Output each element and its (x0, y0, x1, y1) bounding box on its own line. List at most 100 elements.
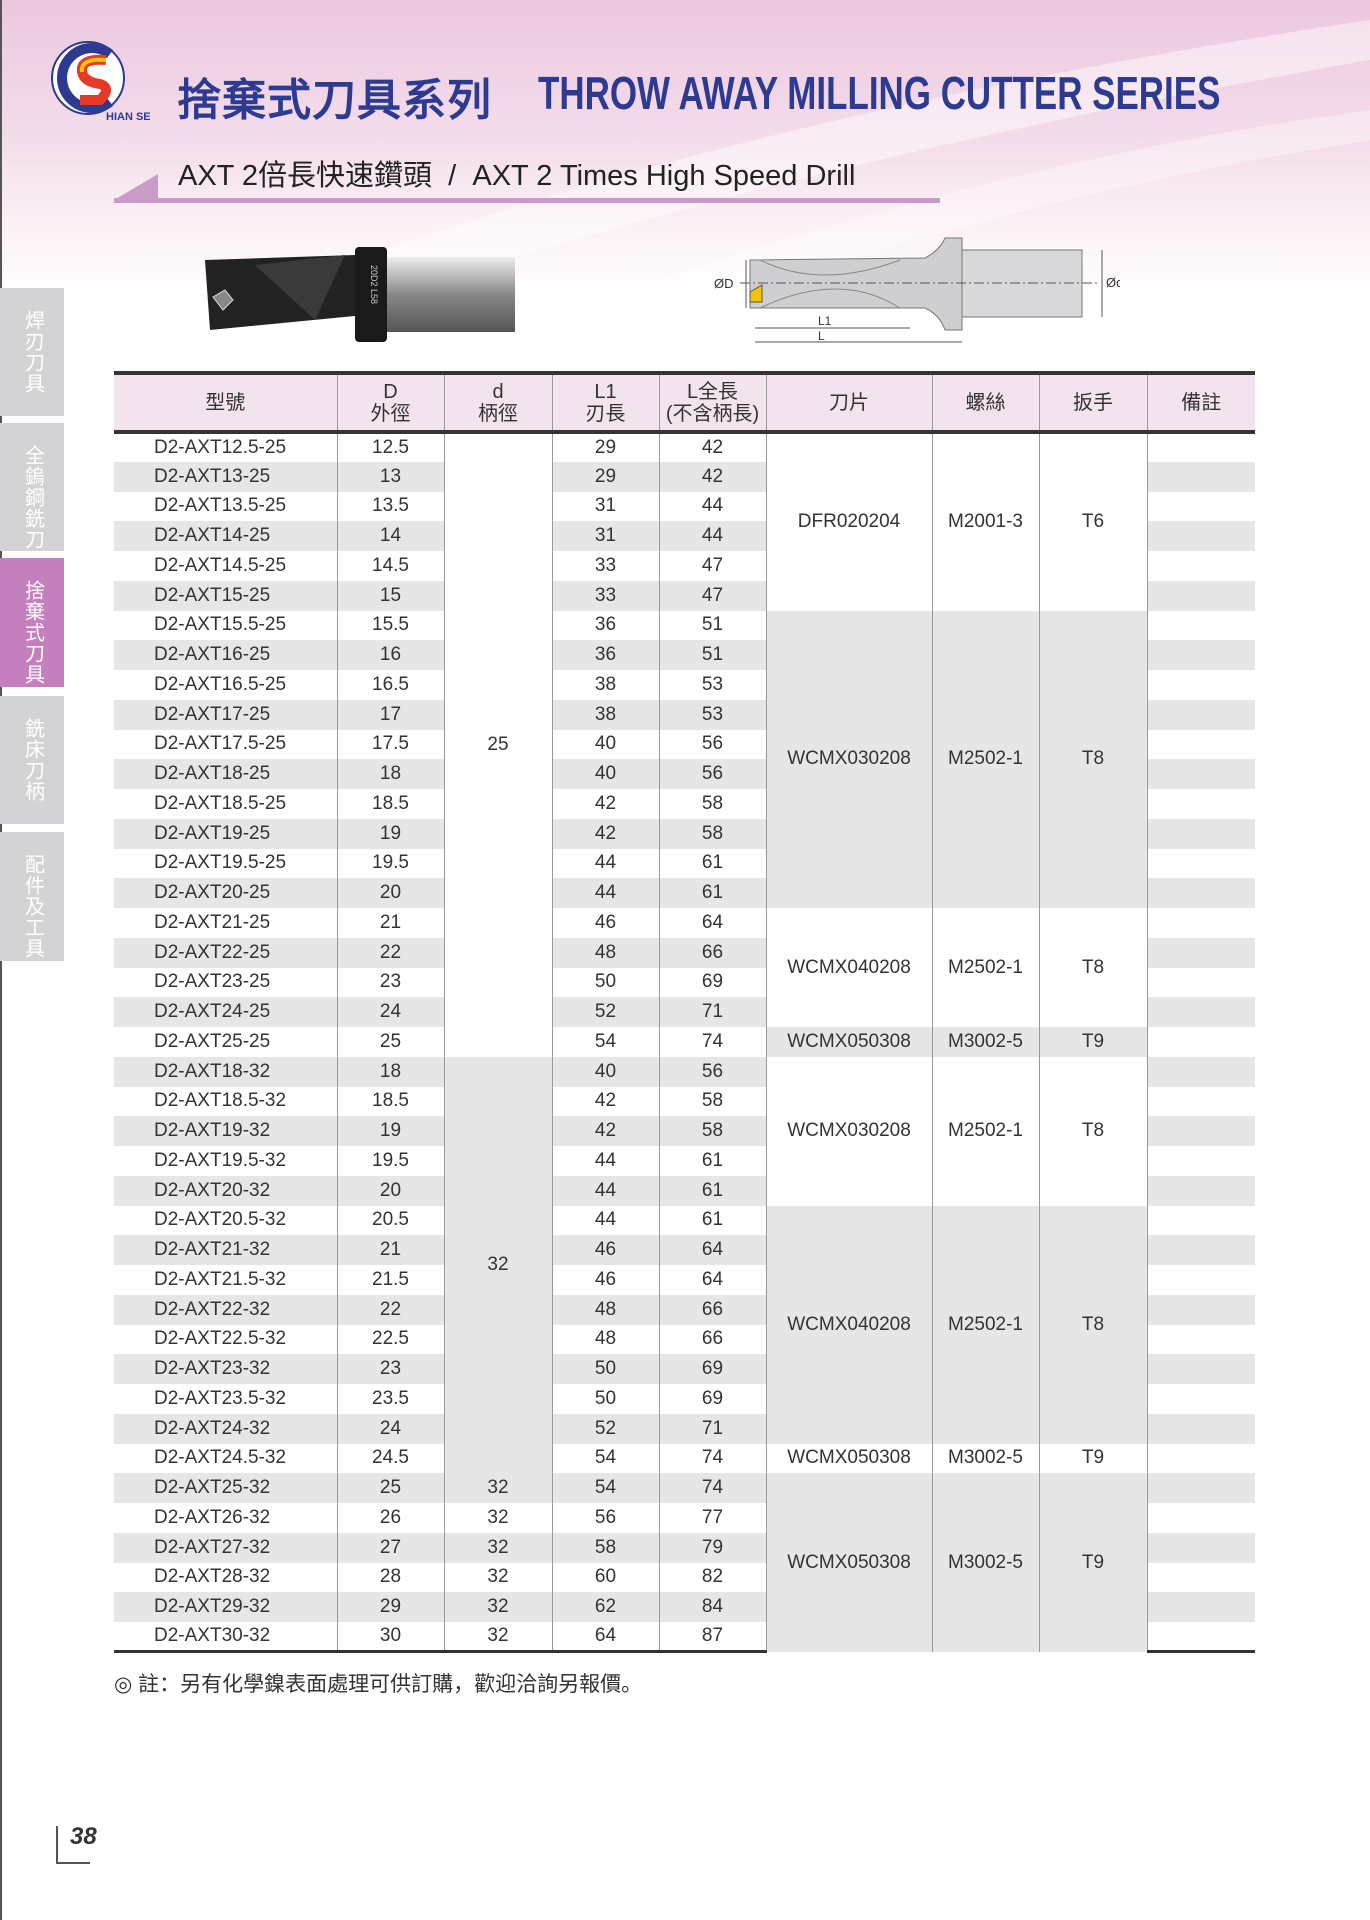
remarks-cell (1146, 729, 1255, 760)
l-cell: 69 (658, 1384, 766, 1414)
l1-cell: 56 (551, 1503, 659, 1533)
sidebar-item-throw-away-tools[interactable]: 捨棄式刀具 (0, 558, 64, 687)
table-row: D2-AXT16-25 16 36 51 (114, 640, 1255, 670)
table-row: D2-AXT18.5-25 18.5 42 58 (114, 789, 1255, 819)
d-outer-cell: 27 (336, 1532, 444, 1563)
l1-cell: 58 (551, 1532, 659, 1563)
subtitle-accent (114, 174, 158, 200)
header-text: 柄徑 (478, 402, 518, 425)
model-cell: D2-AXT24.5-32 (154, 1447, 287, 1469)
model-cell: D2-AXT18-25 (114, 759, 337, 789)
l1-cell: 54 (551, 1027, 659, 1057)
header-background (0, 0, 1370, 300)
table-row: D2-AXT22-32 22 48 66 (114, 1294, 1255, 1325)
wrench-cell: T6 (1038, 432, 1147, 611)
wrench-cell: T8 (1038, 1056, 1147, 1206)
model-cell: D2-AXT28-32 (154, 1566, 271, 1588)
remarks-cell (1146, 818, 1255, 849)
l1-cell: 54 (551, 1443, 659, 1474)
l-cell: 64 (658, 1265, 766, 1295)
remarks-cell (1146, 878, 1255, 908)
insert-cell: WCMX050308 (765, 1443, 932, 1474)
l1-cell: 52 (551, 997, 659, 1027)
table-row: D2-AXT19.5-25 19.5 44 61 (114, 848, 1255, 879)
remarks-cell (1146, 1354, 1255, 1384)
sidebar-item-carbide-end-mills[interactable]: 全鎢鋼銑刀 (0, 423, 64, 551)
l-cell: 79 (658, 1532, 766, 1563)
shank-cell: 32 (443, 1562, 552, 1593)
d-outer-cell: 21 (336, 908, 444, 938)
model-cell: D2-AXT21-32 (114, 1235, 337, 1265)
table-row: D2-AXT30-32 30 32 64 87 (114, 1622, 1255, 1654)
l1-cell: 40 (551, 1056, 659, 1087)
remarks-cell (1146, 848, 1255, 879)
screw-cell: M2502-1 (931, 1205, 1039, 1444)
model-cell: D2-AXT19.5-32 (154, 1149, 287, 1171)
l-cell: 56 (658, 1056, 766, 1087)
model-cell: D2-AXT22-25 (114, 937, 337, 968)
sidebar-item-tool-holders[interactable]: 銑床刀柄 (0, 696, 64, 824)
model-cell: D2-AXT20-25 (114, 878, 337, 908)
model-cell: D2-AXT24-32 (114, 1413, 337, 1444)
d-outer-cell: 13 (336, 461, 444, 492)
l-cell: 64 (658, 1235, 766, 1265)
d-outer-cell: 13.5 (336, 491, 444, 522)
header-text: 備註 (1181, 391, 1222, 414)
d-outer-cell: 15 (336, 580, 444, 611)
d-outer-cell: 21.5 (336, 1265, 444, 1295)
model-cell: D2-AXT25-32 (114, 1473, 337, 1503)
l-cell: 42 (658, 461, 766, 492)
l1-cell: 33 (551, 551, 659, 581)
l1-cell: 40 (551, 729, 659, 760)
table-row: D2-AXT24.5-32 24.5 54 74 WCMX050308 M3002-5 T9 (114, 1443, 1255, 1474)
sidebar-item-brazed-tools[interactable]: 焊刃刀具 (0, 288, 64, 416)
d-outer-cell: 22.5 (336, 1324, 444, 1355)
table-row: D2-AXT25-32 25 32 54 74 WCMX050308 M3002-5 T9 (114, 1473, 1255, 1652)
l1-cell: 36 (551, 640, 659, 670)
wrench-cell: T8 (1038, 908, 1147, 1027)
l1-cell: 62 (551, 1592, 659, 1622)
l1-cell: 48 (551, 1294, 659, 1325)
d-outer-cell: 12.5 (336, 432, 444, 462)
table-row: D2-AXT25-25 25 54 74 WCMX050308 M3002-5 T9 (114, 1027, 1255, 1057)
sidebar-item-accessories[interactable]: 配件及工具 (0, 832, 64, 961)
l-cell: 53 (658, 699, 766, 730)
model-cell: D2-AXT20.5-32 (154, 1209, 287, 1231)
table-row: D2-AXT19-32 19 42 58 (114, 1116, 1255, 1146)
table-row: D2-AXT24-32 24 52 71 (114, 1413, 1255, 1444)
l1-cell: 31 (551, 491, 659, 522)
model-cell: D2-AXT16.5-25 (154, 673, 287, 695)
remarks-cell (1146, 967, 1255, 998)
svg-text:20D2 L58: 20D2 L58 (369, 265, 379, 304)
d-outer-cell: 18.5 (336, 1086, 444, 1117)
screw-cell: M2001-3 (931, 432, 1039, 611)
l1-cell: 44 (551, 1205, 659, 1236)
d-outer-cell: 25 (336, 1473, 444, 1503)
l-cell: 44 (658, 521, 766, 551)
tab-label: 配件及工具 (21, 854, 44, 959)
model-cell: D2-AXT22-32 (114, 1294, 337, 1325)
d-outer-cell: 24 (336, 1413, 444, 1444)
d-outer-cell: 23.5 (336, 1384, 444, 1414)
model-cell: D2-AXT26-32 (154, 1506, 271, 1528)
remarks-cell (1146, 1324, 1255, 1355)
shank-cell: 32 (443, 1503, 552, 1533)
header-text: 扳手 (1073, 391, 1113, 414)
remarks-cell (1146, 1562, 1255, 1593)
d-outer-cell: 29 (336, 1592, 444, 1622)
model-cell: D2-AXT15-25 (114, 580, 337, 611)
l-cell: 71 (658, 997, 766, 1027)
l1-cell: 46 (551, 1235, 659, 1265)
header-text: 刃長 (585, 402, 626, 425)
insert-cell: WCMX050308 (765, 1027, 932, 1057)
subtitle: AXT 2倍長快速鑽頭 / AXT 2 Times High Speed Dri… (178, 160, 856, 192)
table-row: D2-AXT23-25 23 50 69 (114, 967, 1255, 998)
l-cell: 69 (658, 967, 766, 998)
table-header-row: 型號 D 外徑 d 柄徑 L1 刃長 L全長 (不含柄長) 刀片 螺絲 扳手 備註 (114, 371, 1255, 434)
l1-cell: 42 (551, 818, 659, 849)
l1-cell: 50 (551, 967, 659, 998)
shank-cell: 32 (443, 1532, 552, 1563)
table-row: D2-AXT17-25 17 38 53 (114, 699, 1255, 730)
screw-cell: M2502-1 (931, 610, 1039, 908)
model-cell: D2-AXT18-32 (114, 1056, 337, 1087)
